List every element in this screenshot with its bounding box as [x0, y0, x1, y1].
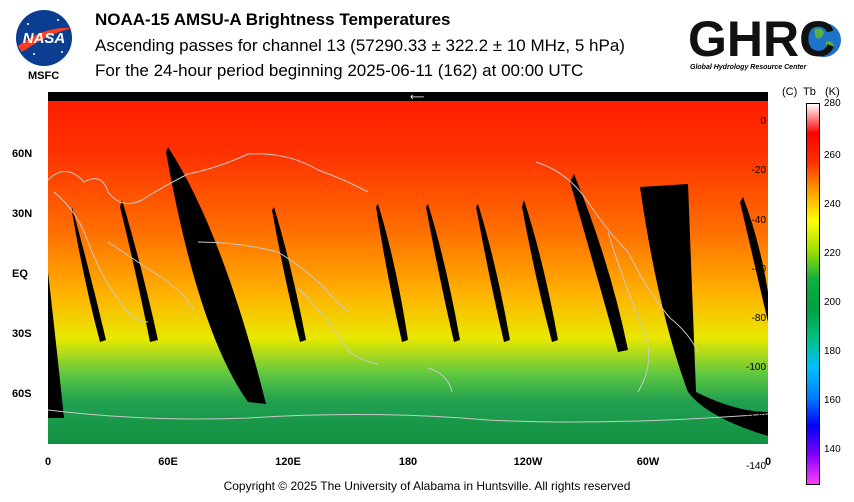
lat-label-eq: EQ: [12, 268, 28, 280]
nasa-caption: MSFC: [28, 70, 60, 82]
page-title: NOAA-15 AMSU-A Brightness Temperatures: [95, 10, 451, 29]
colorbar-c-tick: -100: [745, 362, 766, 373]
lat-label-60s: 60S: [12, 388, 32, 400]
lon-label-180: 180: [398, 456, 418, 468]
colorbar-k-tick: 240: [824, 199, 841, 210]
arrow-icon: ⟵: [410, 92, 424, 103]
ghrc-globe-icon: GHRC: [688, 11, 841, 67]
lon-label-0-east: 0: [764, 456, 772, 468]
copyright-footer: Copyright © 2025 The University of Alaba…: [223, 479, 631, 493]
map-panel: ⟵: [47, 92, 769, 444]
missing-data-swaths: [48, 147, 768, 436]
colorbar-c-tick: -120: [745, 411, 766, 422]
colorbar-celsius-header: (C): [782, 86, 798, 98]
colorbar-tb-header: Tb: [803, 86, 816, 98]
ghrc-logo: GHRC: [686, 6, 850, 72]
colorbar-k-tick: 260: [824, 150, 841, 161]
colorbar-k-tick: 280: [824, 98, 841, 109]
colorbar-c-tick: -140: [745, 461, 766, 472]
polar-gap-strip: [48, 92, 768, 101]
nasa-logo-text: NASA: [23, 30, 66, 47]
lat-label-30s: 30S: [12, 328, 32, 340]
lon-label-120w: 120W: [513, 456, 543, 468]
nasa-logo: NASA: [14, 8, 74, 68]
period-label: For the 24-hour period beginning 2025-06…: [95, 61, 584, 80]
colorbar-c-tick: -20: [751, 165, 766, 176]
coastlines: [47, 153, 769, 423]
lon-label-120e: 120E: [275, 456, 301, 468]
colorbar-k-tick: 180: [824, 346, 841, 357]
colorbar-k-tick: 160: [824, 395, 841, 406]
lon-label-60e: 60E: [158, 456, 178, 468]
brightness-temperature-map: ⟵: [47, 92, 769, 444]
colorbar-k-tick: 220: [824, 248, 841, 259]
colorbar: [806, 103, 820, 485]
colorbar-k-tick: 140: [824, 444, 841, 455]
ghrc-subtitle: Global Hydrology Resource Center: [690, 64, 807, 71]
lon-label-0: 0: [44, 456, 52, 468]
lat-label-60n: 60N: [12, 148, 33, 160]
colorbar-c-tick: -60: [751, 264, 766, 275]
ghrc-logo-text: GHRC: [688, 11, 835, 67]
colorbar-k-tick: 200: [824, 297, 841, 308]
nasa-meatball-icon: NASA: [16, 10, 72, 66]
colorbar-c-tick: 0: [760, 116, 766, 127]
colorbar-c-tick: -40: [751, 215, 766, 226]
lon-label-60w: 60W: [636, 456, 660, 468]
colorbar-kelvin-header: (K): [825, 86, 840, 98]
colorbar-c-tick: -80: [751, 313, 766, 324]
page-subtitle: Ascending passes for channel 13 (57290.3…: [95, 36, 625, 55]
lat-label-30n: 30N: [12, 208, 33, 220]
